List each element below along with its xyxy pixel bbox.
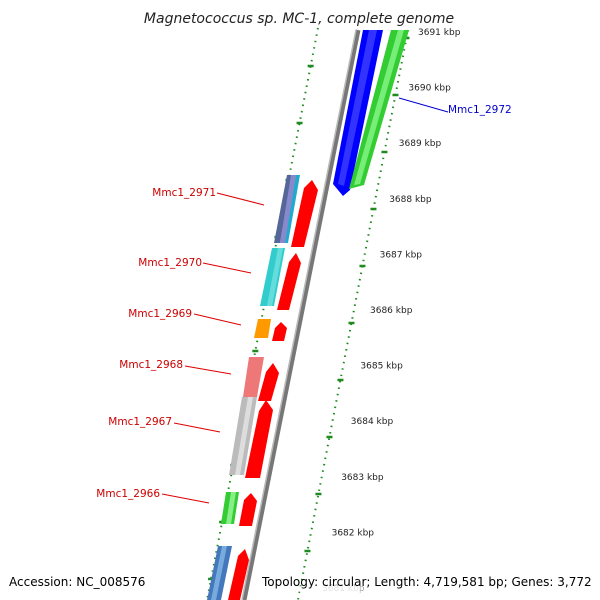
kbp-label: 3682 kbp: [332, 528, 375, 538]
kbp-label: 3685 kbp: [360, 362, 403, 372]
gene-arrow-mmc1-2970: [277, 253, 301, 310]
gene-callout-mmc1-2972: [398, 97, 449, 113]
kbp-label: 3683 kbp: [341, 473, 384, 483]
kbp-label: 3689 kbp: [399, 139, 442, 149]
kbp-label: 3691 kbp: [418, 28, 461, 38]
genome-title: Magnetococcus sp. MC-1, complete genome: [144, 11, 454, 27]
gene-mmc1-2972[interactable]: [333, 30, 409, 196]
gene-label-mmc1-2967[interactable]: Mmc1_2967: [108, 416, 172, 428]
gene-mmc1-2969[interactable]: [254, 319, 287, 341]
gene-partial-bottom[interactable]: [207, 546, 249, 600]
gene-mmc1-2970[interactable]: [260, 248, 301, 310]
gene-arrow-mmc1-2967: [245, 400, 273, 478]
gene-arrow-mmc1-2968: [258, 363, 279, 401]
gene-label-mmc1-2968[interactable]: Mmc1_2968: [119, 359, 183, 371]
kbp-label: 3687 kbp: [380, 250, 423, 260]
kbp-label: 3686 kbp: [370, 306, 413, 316]
gene-label-mmc1-2971[interactable]: Mmc1_2971: [152, 187, 216, 199]
gene-label-mmc1-2966[interactable]: Mmc1_2966: [96, 488, 160, 500]
gene-arrow-mmc1-2969: [272, 322, 287, 341]
gene-label-mmc1-2969[interactable]: Mmc1_2969: [128, 308, 192, 320]
gene-label-mmc1-2972[interactable]: Mmc1_2972: [448, 104, 512, 116]
gene-mmc1-2971[interactable]: [274, 175, 318, 247]
gene-mmc1-2968[interactable]: [243, 357, 279, 401]
gene-label-mmc1-2970[interactable]: Mmc1_2970: [138, 257, 202, 269]
accession-label: Accession: NC_008576: [9, 575, 145, 589]
topology-label: Topology: circular; Length: 4,719,581 bp…: [261, 575, 592, 589]
gene-mmc1-2967[interactable]: [229, 397, 273, 478]
genome-backbone: [241, 29, 361, 600]
gene-arrow-mmc1-2966: [239, 493, 257, 526]
kbp-label: 3690 kbp: [408, 84, 451, 94]
kbp-label: 3688 kbp: [389, 195, 432, 205]
kbp-label: 3684 kbp: [351, 417, 394, 427]
gene-arrow-mmc1-2971: [291, 180, 318, 247]
gene-mmc1-2966[interactable]: [221, 492, 257, 526]
